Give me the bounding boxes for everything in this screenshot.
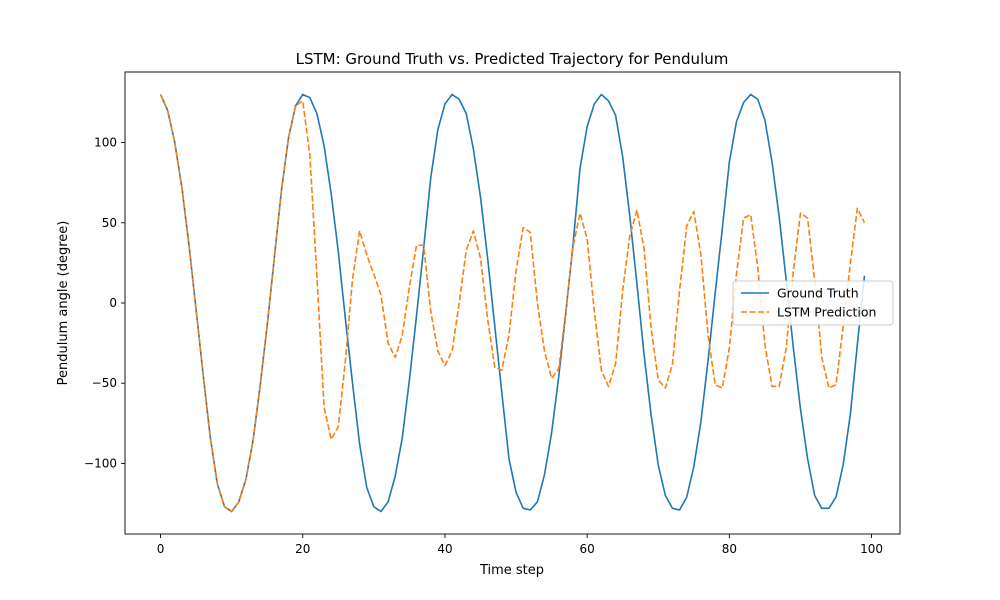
legend-box: [732, 280, 894, 326]
x-tick-label: 60: [580, 542, 595, 556]
y-tick-label: 100: [94, 136, 117, 150]
x-axis: 0 20 40 60 80 100: [157, 534, 883, 556]
legend-label-1: Ground Truth: [777, 286, 859, 301]
x-tick-label: 100: [860, 542, 883, 556]
y-tick-label: 0: [109, 296, 117, 310]
y-tick-label: −50: [92, 376, 117, 390]
y-axis-label: Pendulum angle (degree): [56, 221, 71, 386]
y-tick-label: 50: [102, 216, 117, 230]
x-tick-label: 0: [157, 542, 165, 556]
legend-label-2: LSTM Prediction: [777, 305, 876, 320]
legend: Ground Truth LSTM Prediction: [732, 280, 894, 326]
x-tick-label: 40: [437, 542, 452, 556]
x-axis-label: Time step: [479, 563, 544, 578]
series-line-2: [159, 94, 866, 513]
chart-title: LSTM: Ground Truth vs. Predicted Traject…: [296, 50, 729, 68]
x-tick-label: 20: [295, 542, 310, 556]
x-tick-label: 80: [722, 542, 737, 556]
y-tick-label: −100: [84, 456, 117, 470]
y-axis: −100 −50 0 50 100: [84, 136, 125, 470]
